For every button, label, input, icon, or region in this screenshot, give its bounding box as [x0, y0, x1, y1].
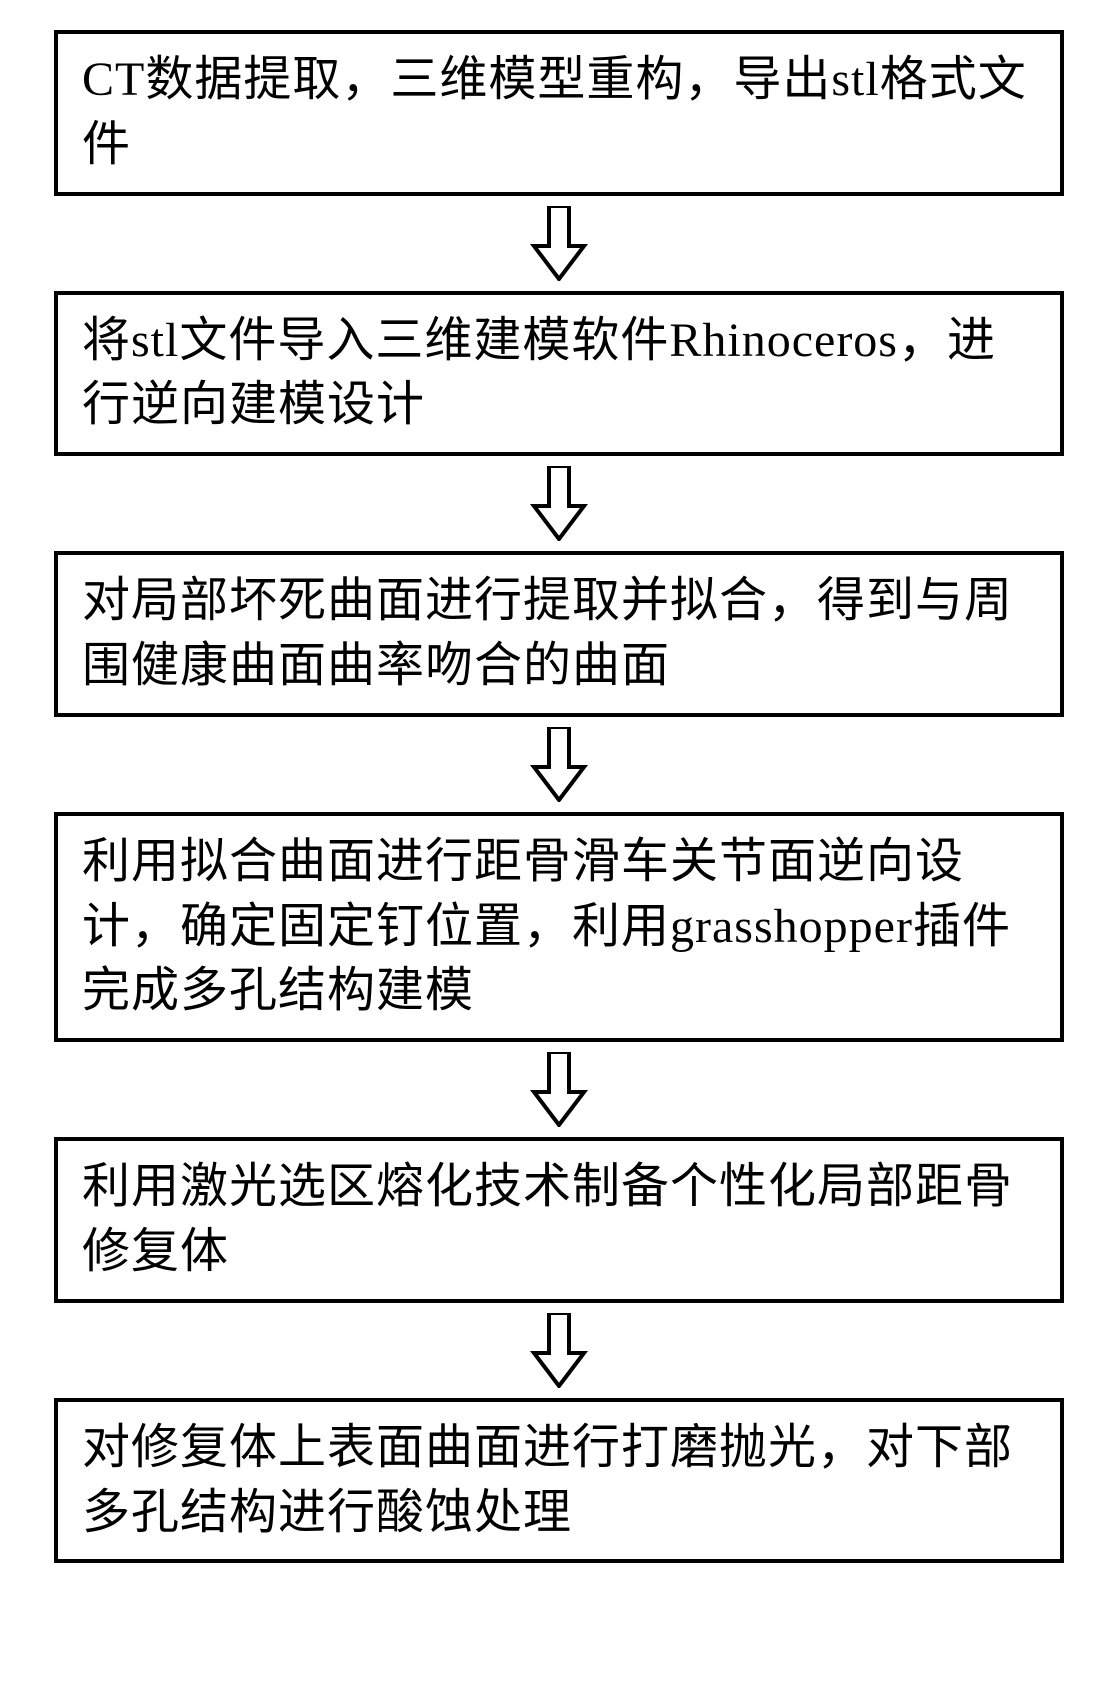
flowchart-step: 将stl文件导入三维建模软件Rhinoceros，进行逆向建模设计 [54, 291, 1064, 457]
flowchart-step: CT数据提取，三维模型重构，导出stl格式文件 [54, 30, 1064, 196]
step-text: 将stl文件导入三维建模软件Rhinoceros，进行逆向建模设计 [82, 314, 996, 432]
flowchart-step: 利用拟合曲面进行距骨滑车关节面逆向设计，确定固定钉位置，利用grasshoppe… [54, 812, 1064, 1042]
down-arrow-icon [529, 1052, 589, 1127]
flowchart-container: CT数据提取，三维模型重构，导出stl格式文件 将stl文件导入三维建模软件Rh… [40, 30, 1078, 1563]
flowchart-step: 对修复体上表面曲面进行打磨抛光，对下部多孔结构进行酸蚀处理 [54, 1398, 1064, 1564]
down-arrow-icon [529, 727, 589, 802]
flowchart-step: 利用激光选区熔化技术制备个性化局部距骨修复体 [54, 1137, 1064, 1303]
flowchart-step: 对局部坏死曲面进行提取并拟合，得到与周围健康曲面曲率吻合的曲面 [54, 551, 1064, 717]
step-text: 利用拟合曲面进行距骨滑车关节面逆向设计，确定固定钉位置，利用grasshoppe… [82, 835, 1011, 1018]
down-arrow-icon [529, 466, 589, 541]
down-arrow-icon [529, 206, 589, 281]
step-text: 对修复体上表面曲面进行打磨抛光，对下部多孔结构进行酸蚀处理 [82, 1421, 1013, 1539]
step-text: 利用激光选区熔化技术制备个性化局部距骨修复体 [82, 1160, 1013, 1278]
down-arrow-icon [529, 1313, 589, 1388]
step-text: CT数据提取，三维模型重构，导出stl格式文件 [82, 53, 1027, 171]
step-text: 对局部坏死曲面进行提取并拟合，得到与周围健康曲面曲率吻合的曲面 [82, 574, 1013, 692]
